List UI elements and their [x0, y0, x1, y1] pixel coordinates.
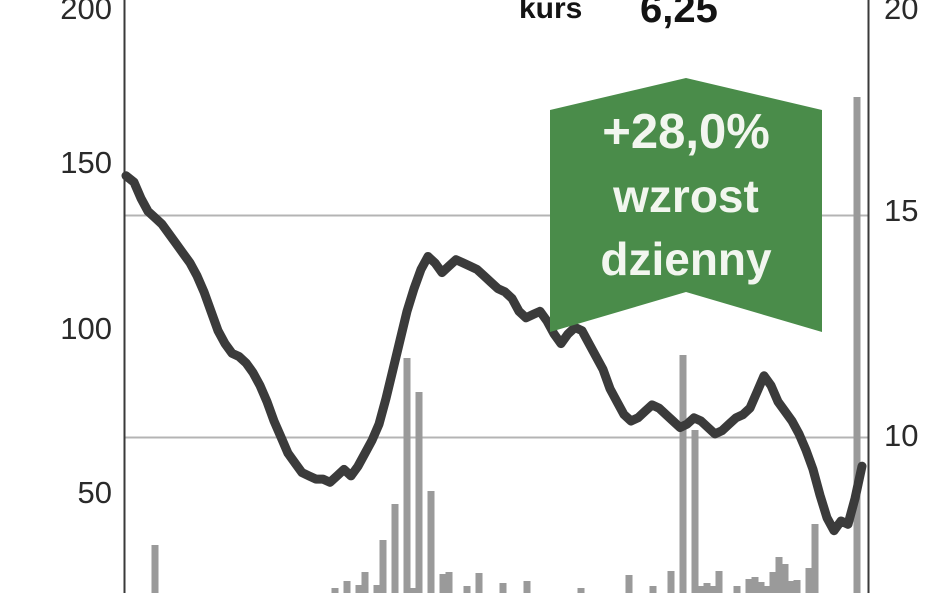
volume-bar	[751, 577, 759, 593]
volume-bar	[409, 588, 417, 593]
volume-bar	[709, 586, 717, 593]
callout-line3: dzienny	[600, 233, 772, 285]
volume-bar	[373, 585, 381, 593]
left-axis-tick-label: 50	[78, 475, 112, 510]
volume-bar	[151, 545, 159, 593]
volume-bar	[703, 583, 711, 593]
volume-bar	[775, 557, 783, 593]
volume-bar	[331, 588, 339, 593]
volume-bar	[625, 575, 633, 593]
volume-bar	[793, 580, 801, 593]
volume-bar	[343, 581, 351, 593]
callout-percent: +28,0%	[602, 105, 770, 159]
volume-bar	[499, 583, 507, 593]
price-line	[121, 171, 867, 536]
volume-bar	[781, 564, 789, 593]
left-axis-ticks: 200 150 100 50	[60, 0, 112, 510]
volume-bar	[697, 586, 705, 593]
title-prefix: kurs	[519, 0, 582, 25]
volume-bar	[445, 572, 453, 593]
right-axis-tick-label: 20	[884, 0, 918, 26]
volume-bar	[679, 355, 687, 593]
right-axis-tick-label: 15	[884, 193, 918, 228]
volume-bar	[757, 582, 765, 593]
volume-bar	[853, 97, 861, 593]
volume-bar	[787, 581, 795, 593]
right-axis-ticks: 20 15 10	[884, 0, 918, 453]
volume-bar	[769, 572, 777, 593]
volume-bar	[733, 586, 741, 593]
volume-bar	[391, 504, 399, 593]
volume-bar	[403, 358, 411, 593]
left-axis-tick-label: 150	[60, 145, 112, 180]
volume-bar	[691, 430, 699, 593]
volume-bar	[745, 579, 753, 593]
volume-bar	[667, 571, 675, 593]
callout-arrow-shape	[550, 78, 822, 332]
volume-bar	[463, 586, 471, 593]
callout-line2: wzrost	[612, 170, 759, 222]
volume-bar	[379, 540, 387, 593]
volume-bar	[523, 581, 531, 593]
volume-bar	[715, 571, 723, 593]
volume-bar	[763, 586, 771, 593]
left-axis-tick-label: 100	[60, 311, 112, 346]
volume-bar	[361, 572, 369, 593]
volume-bar	[439, 574, 447, 593]
title-value: 6,25	[640, 0, 718, 31]
volume-bar	[427, 491, 435, 593]
volume-bar	[415, 392, 423, 593]
volume-bar	[805, 568, 813, 593]
left-axis-tick-label: 200	[60, 0, 112, 26]
volume-bars	[151, 97, 861, 593]
right-axis-tick-label: 10	[884, 418, 918, 453]
volume-bar	[811, 524, 819, 593]
volume-bar	[475, 573, 483, 593]
volume-bar	[355, 585, 363, 593]
volume-bar	[577, 588, 585, 593]
volume-bar	[649, 586, 657, 593]
